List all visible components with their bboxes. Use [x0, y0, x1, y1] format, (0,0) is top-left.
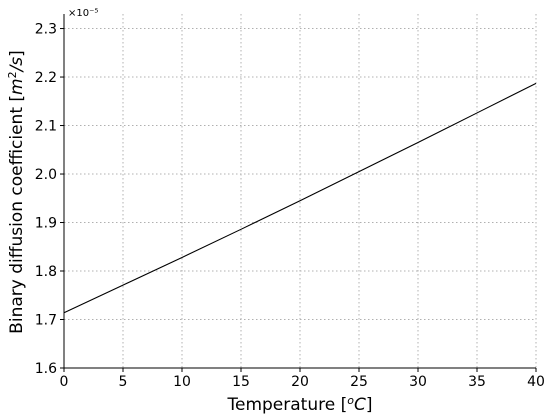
x-tick-label: 20 — [291, 374, 309, 390]
y-axis-label: Binary diffusion coefficient [m2/s] — [6, 50, 28, 334]
grid — [63, 14, 537, 369]
x-tick-label: 0 — [60, 374, 69, 390]
y-tick-label: 2.1 — [35, 119, 57, 135]
x-tick-label: 15 — [232, 374, 250, 390]
x-tick-label: 10 — [173, 374, 191, 390]
y-tick-label: 2.0 — [35, 167, 57, 183]
y-tick-label: 2.2 — [35, 70, 57, 86]
offset-label: ×10⁻⁵ — [68, 8, 98, 19]
x-tick-label: 25 — [350, 374, 368, 390]
tick-labels: 0 5 10 15 20 25 30 35 40 1.6 1.7 1.8 1.9 2.0 2.1 2.2 2.3 — [35, 22, 545, 390]
series-line — [63, 82, 537, 314]
y-tick-label: 1.9 — [35, 216, 57, 232]
y-tick-label: 1.7 — [35, 313, 57, 329]
x-tick-label: 30 — [409, 374, 427, 390]
y-tick-label: 2.3 — [35, 22, 57, 38]
y-tick-label: 1.6 — [35, 361, 57, 377]
series-layer — [63, 82, 537, 314]
x-axis-label: Temperature [oC] — [227, 394, 373, 416]
axes — [60, 14, 537, 372]
x-tick-label: 5 — [119, 374, 128, 390]
x-tick-label: 35 — [468, 374, 486, 390]
y-tick-label: 1.8 — [35, 264, 57, 280]
x-tick-label: 40 — [527, 374, 545, 390]
